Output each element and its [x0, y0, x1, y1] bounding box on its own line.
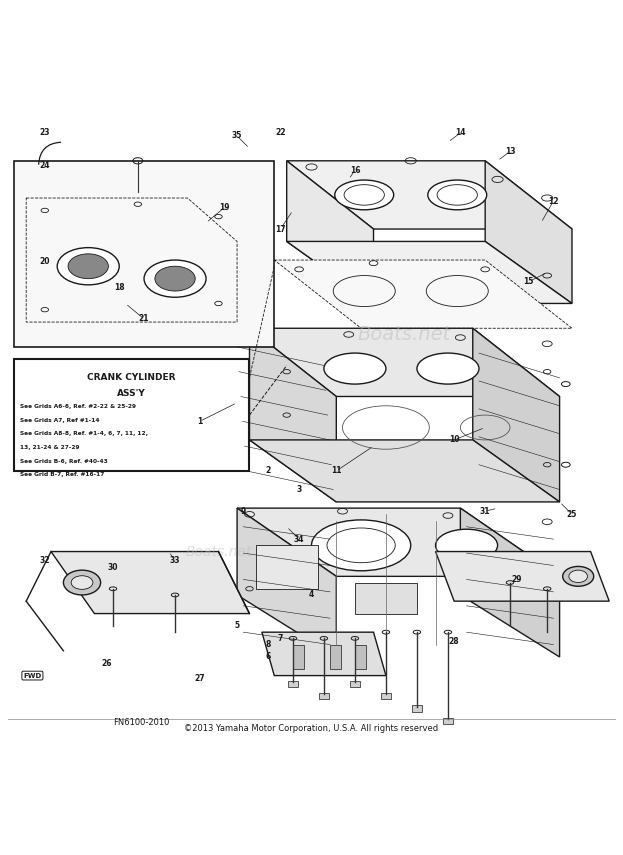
Ellipse shape	[563, 566, 594, 587]
Polygon shape	[51, 551, 249, 614]
Ellipse shape	[312, 520, 411, 571]
Text: 13, 21-24 & 27-29: 13, 21-24 & 27-29	[20, 445, 80, 450]
FancyBboxPatch shape	[443, 717, 453, 724]
Polygon shape	[249, 440, 559, 502]
Text: 9: 9	[240, 507, 246, 516]
Polygon shape	[287, 241, 572, 304]
Polygon shape	[249, 328, 559, 397]
Text: 22: 22	[275, 128, 286, 138]
Text: 6: 6	[265, 652, 271, 662]
FancyBboxPatch shape	[14, 359, 249, 471]
Polygon shape	[237, 508, 559, 576]
Text: 17: 17	[275, 225, 286, 233]
Text: See Grids A6-6, Ref. #2-22 & 25-29: See Grids A6-6, Ref. #2-22 & 25-29	[20, 404, 136, 409]
FancyBboxPatch shape	[412, 705, 422, 711]
Text: FN6100-2010: FN6100-2010	[113, 717, 169, 727]
Text: 35: 35	[232, 132, 242, 140]
Text: See Grid B-7, Ref. #16-17: See Grid B-7, Ref. #16-17	[20, 472, 105, 477]
Text: 30: 30	[108, 563, 118, 571]
Text: CRANK CYLINDER: CRANK CYLINDER	[87, 373, 176, 382]
Ellipse shape	[68, 254, 108, 279]
Polygon shape	[287, 161, 572, 229]
Polygon shape	[287, 161, 374, 304]
Text: 26: 26	[102, 658, 112, 668]
Text: 31: 31	[480, 507, 490, 516]
Ellipse shape	[335, 180, 394, 209]
Ellipse shape	[569, 570, 587, 582]
Text: 34: 34	[294, 534, 305, 544]
FancyBboxPatch shape	[319, 693, 329, 699]
Text: 8: 8	[265, 640, 271, 649]
FancyBboxPatch shape	[14, 161, 274, 347]
Ellipse shape	[71, 575, 93, 589]
Text: 33: 33	[170, 557, 180, 565]
Text: 3: 3	[297, 485, 302, 494]
Polygon shape	[249, 328, 336, 502]
Polygon shape	[237, 508, 336, 657]
Text: 16: 16	[350, 166, 360, 174]
Text: See Grids B-6, Ref. #40-43: See Grids B-6, Ref. #40-43	[20, 458, 108, 463]
Ellipse shape	[64, 570, 101, 595]
Ellipse shape	[57, 248, 119, 285]
Text: 15: 15	[523, 277, 534, 286]
Polygon shape	[460, 508, 559, 657]
Text: 29: 29	[511, 575, 521, 584]
Text: Boats.net: Boats.net	[358, 325, 451, 344]
Text: See Grids A7, Ref #1-14: See Grids A7, Ref #1-14	[20, 417, 100, 422]
Text: 18: 18	[114, 284, 125, 292]
Ellipse shape	[435, 529, 498, 562]
Polygon shape	[262, 632, 386, 675]
Text: 21: 21	[139, 315, 150, 323]
Text: ©2013 Yamaha Motor Corporation, U.S.A. All rights reserved: ©2013 Yamaha Motor Corporation, U.S.A. A…	[184, 723, 439, 733]
Text: 1: 1	[197, 416, 202, 426]
FancyBboxPatch shape	[350, 681, 360, 687]
FancyBboxPatch shape	[255, 545, 318, 589]
Text: 27: 27	[194, 675, 205, 683]
Text: 32: 32	[39, 557, 50, 565]
Ellipse shape	[417, 353, 479, 384]
FancyBboxPatch shape	[288, 681, 298, 687]
Ellipse shape	[155, 266, 195, 291]
FancyBboxPatch shape	[381, 693, 391, 699]
Text: 14: 14	[455, 128, 465, 138]
Text: 2: 2	[265, 467, 271, 475]
Polygon shape	[274, 260, 572, 328]
FancyBboxPatch shape	[355, 645, 366, 669]
Text: 12: 12	[548, 197, 559, 205]
Text: 13: 13	[505, 147, 515, 156]
Polygon shape	[473, 328, 559, 502]
Text: 19: 19	[219, 203, 230, 212]
Text: 11: 11	[331, 467, 341, 475]
FancyBboxPatch shape	[355, 582, 417, 614]
Text: 24: 24	[39, 162, 50, 170]
Polygon shape	[485, 161, 572, 304]
Text: ASS'Y: ASS'Y	[117, 389, 146, 398]
Ellipse shape	[428, 180, 487, 209]
Text: 5: 5	[234, 622, 240, 630]
Text: Boats.net: Boats.net	[185, 545, 252, 558]
FancyBboxPatch shape	[293, 645, 304, 669]
Text: 4: 4	[309, 591, 314, 599]
Text: 23: 23	[39, 128, 50, 138]
Text: 10: 10	[449, 435, 459, 445]
Text: 7: 7	[278, 634, 283, 643]
Ellipse shape	[144, 260, 206, 298]
Text: FWD: FWD	[23, 673, 42, 679]
Text: 25: 25	[567, 510, 577, 519]
Text: 28: 28	[449, 637, 460, 646]
Polygon shape	[435, 551, 609, 601]
FancyBboxPatch shape	[330, 645, 341, 669]
Text: See Grids A8-8, Ref. #1-4, 6, 7, 11, 12,: See Grids A8-8, Ref. #1-4, 6, 7, 11, 12,	[20, 431, 148, 436]
Ellipse shape	[324, 353, 386, 384]
Text: 20: 20	[39, 256, 50, 266]
